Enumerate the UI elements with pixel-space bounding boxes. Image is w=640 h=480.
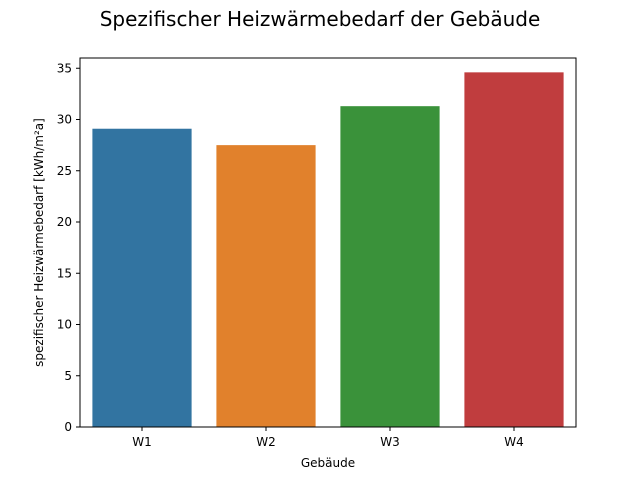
x-tick-label: W4 (504, 435, 524, 449)
y-tick-label: 30 (57, 113, 72, 127)
y-tick-label: 20 (57, 215, 72, 229)
y-tick-label: 35 (57, 61, 72, 75)
x-axis-label: Gebäude (301, 456, 355, 470)
axes-frame (79, 57, 577, 428)
y-tick-label: 5 (64, 369, 72, 383)
bar-w1 (92, 128, 192, 428)
x-tick-label: W2 (256, 435, 276, 449)
y-tick-label: 15 (57, 266, 72, 280)
y-axis-label: spezifischer Heizwärmebedarf [kWh/m²a] (32, 118, 46, 367)
y-tick-label: 10 (57, 318, 72, 332)
y-tick-label: 25 (57, 164, 72, 178)
y-tick-label: 0 (64, 420, 72, 434)
x-axis-ticks: W1 W2 W3 W4 (132, 427, 524, 449)
x-tick-label: W3 (380, 435, 400, 449)
bar-w4 (464, 72, 564, 427)
bar-w3 (340, 106, 440, 428)
chart-title: Spezifischer Heizwärmebedarf der Gebäude (100, 7, 541, 31)
x-tick-label: W1 (132, 435, 152, 449)
y-axis-ticks: 0 5 10 15 20 25 30 35 (57, 61, 80, 434)
bars-group (92, 72, 564, 428)
bar-w2 (216, 145, 316, 428)
